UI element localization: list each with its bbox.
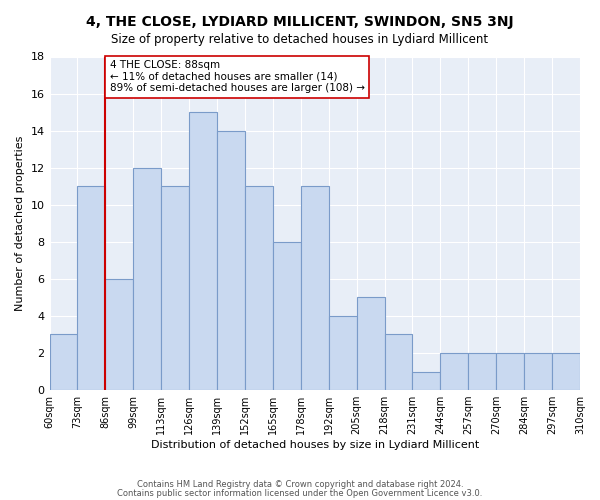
Text: 4 THE CLOSE: 88sqm
← 11% of detached houses are smaller (14)
89% of semi-detache: 4 THE CLOSE: 88sqm ← 11% of detached hou… [110, 60, 365, 94]
Bar [106, 279, 133, 390]
Text: 4, THE CLOSE, LYDIARD MILLICENT, SWINDON, SN5 3NJ: 4, THE CLOSE, LYDIARD MILLICENT, SWINDON… [86, 15, 514, 29]
Bar [440, 353, 469, 390]
Bar [161, 186, 189, 390]
Text: Contains public sector information licensed under the Open Government Licence v3: Contains public sector information licen… [118, 488, 482, 498]
Bar [469, 353, 496, 390]
Bar [133, 168, 161, 390]
Text: Size of property relative to detached houses in Lydiard Millicent: Size of property relative to detached ho… [112, 32, 488, 46]
Bar [524, 353, 552, 390]
Bar [189, 112, 217, 390]
Bar [496, 353, 524, 390]
Bar [273, 242, 301, 390]
X-axis label: Distribution of detached houses by size in Lydiard Millicent: Distribution of detached houses by size … [151, 440, 479, 450]
Bar [301, 186, 329, 390]
Bar [356, 298, 385, 390]
Y-axis label: Number of detached properties: Number of detached properties [15, 136, 25, 311]
Bar [50, 334, 77, 390]
Text: Contains HM Land Registry data © Crown copyright and database right 2024.: Contains HM Land Registry data © Crown c… [137, 480, 463, 489]
Bar [385, 334, 412, 390]
Bar [217, 130, 245, 390]
Bar [552, 353, 580, 390]
Bar [329, 316, 356, 390]
Bar [77, 186, 106, 390]
Bar [412, 372, 440, 390]
Bar [245, 186, 273, 390]
